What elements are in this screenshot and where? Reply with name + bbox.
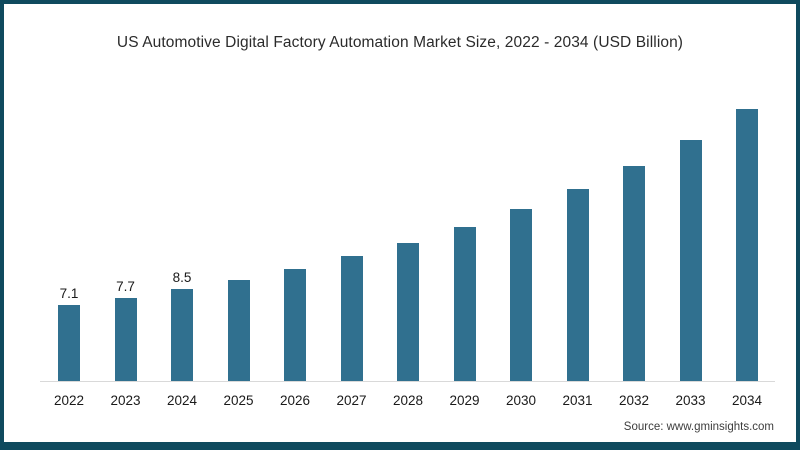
x-tick-label-2023: 2023 bbox=[110, 393, 141, 408]
bar-value-label-2022: 7.1 bbox=[59, 286, 79, 301]
bar-2028 bbox=[397, 243, 419, 381]
x-tick-label-2026: 2026 bbox=[279, 393, 311, 408]
x-tick-label-2022: 2022 bbox=[53, 393, 85, 408]
x-tick-label-2030: 2030 bbox=[505, 393, 537, 408]
source-text: Source: www.gminsights.com bbox=[623, 421, 774, 433]
x-tick-label-2025: 2025 bbox=[223, 393, 254, 408]
bar-2033 bbox=[679, 140, 702, 381]
x-tick-label-2029: 2029 bbox=[449, 393, 480, 408]
bar-2023 bbox=[114, 298, 137, 381]
bar-2030 bbox=[510, 209, 532, 381]
x-tick-label-2032: 2032 bbox=[618, 393, 650, 408]
bar-2031 bbox=[566, 189, 589, 381]
x-tick-label-2024: 2024 bbox=[166, 393, 198, 408]
chart-title: US Automotive Digital Factory Automation… bbox=[116, 34, 684, 51]
bar-2024 bbox=[171, 289, 193, 381]
bar-2034 bbox=[736, 109, 758, 381]
bar-2027 bbox=[340, 256, 363, 381]
bar-value-label-2023: 7.7 bbox=[116, 279, 135, 294]
x-axis-line bbox=[40, 381, 775, 382]
x-tick-label-2034: 2034 bbox=[731, 393, 763, 408]
bar-2032 bbox=[623, 166, 645, 381]
x-tick-label-2033: 2033 bbox=[675, 393, 706, 408]
bar-value-label-2024: 8.5 bbox=[172, 270, 192, 285]
plot-area: 7.1 2022 7.7 2023 8.5 2024 2025 2026 2027 2028 202… bbox=[4, 4, 796, 442]
x-tick-label-2028: 2028 bbox=[392, 393, 424, 408]
x-tick-label-2027: 2027 bbox=[336, 393, 367, 408]
x-tick-label-2031: 2031 bbox=[562, 393, 593, 408]
bar-2029 bbox=[453, 227, 476, 381]
bar-2026 bbox=[284, 269, 306, 381]
bar-2025 bbox=[227, 280, 250, 381]
bar-2022 bbox=[58, 305, 80, 381]
